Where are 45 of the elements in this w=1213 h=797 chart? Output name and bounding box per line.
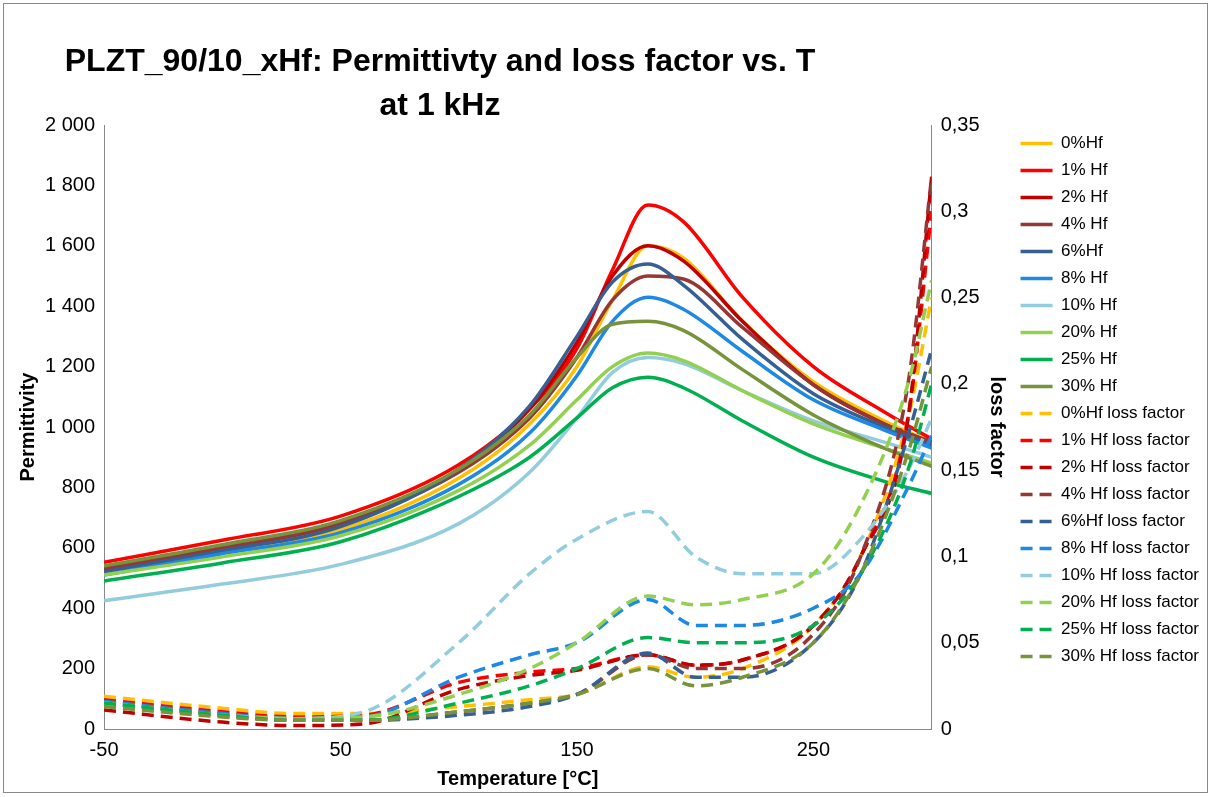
y2-tick-label: 0,25: [940, 285, 980, 308]
legend-label: 2% Hf: [1061, 187, 1108, 207]
y-tick-label: 1 800: [44, 172, 96, 195]
legend-label: 25% Hf: [1061, 349, 1118, 369]
legend-label: 6%Hf: [1061, 241, 1103, 261]
legend-label: 0%Hf: [1061, 133, 1103, 153]
legend-label: 4% Hf: [1061, 214, 1108, 234]
y-tick-label: 800: [61, 474, 96, 497]
x-tick-label: 150: [560, 737, 594, 760]
legend-label: 20% Hf loss factor: [1061, 592, 1200, 612]
legend-label: 25% Hf loss factor: [1061, 619, 1200, 639]
y-tick-label: 1 600: [44, 233, 96, 256]
y2-tick-label: 0,15: [940, 457, 980, 480]
y2-tick-label: 0,3: [940, 198, 969, 221]
legend-label: 8% Hf loss factor: [1061, 538, 1190, 558]
y2-tick-label: 0,1: [940, 543, 969, 566]
x-tick-label: 250: [796, 737, 831, 760]
y-tick-label: 400: [61, 595, 96, 618]
y2-tick-label: 0,2: [940, 371, 969, 394]
legend-label: 1% Hf loss factor: [1061, 430, 1190, 450]
x-tick-label: 50: [329, 737, 352, 760]
legend-label: 8% Hf: [1061, 268, 1108, 288]
legend-label: 6%Hf loss factor: [1061, 511, 1186, 531]
y-tick-label: 1 200: [44, 354, 96, 377]
x-tick-label: -50: [89, 737, 119, 760]
legend-label: 2% Hf loss factor: [1061, 457, 1190, 477]
legend-label: 1% Hf: [1061, 160, 1108, 180]
y-tick-label: 1 400: [44, 293, 96, 316]
legend-label: 4% Hf loss factor: [1061, 484, 1190, 504]
y-tick-label: 1 000: [44, 414, 96, 437]
y-axis-title: Permittivity: [15, 371, 38, 482]
legend-label: 30% Hf: [1061, 376, 1118, 396]
legend-label: 30% Hf loss factor: [1061, 646, 1200, 666]
y-tick-label: 200: [61, 656, 96, 679]
y2-tick-label: 0,35: [940, 112, 980, 135]
y2-tick-label: 0,05: [940, 630, 980, 653]
x-axis-title: Temperature [°C]: [437, 766, 599, 789]
legend-label: 10% Hf loss factor: [1061, 565, 1200, 585]
y2-axis-title: loss factor: [987, 376, 1010, 478]
y-tick-label: 0: [83, 716, 96, 739]
legend-label: 0%Hf loss factor: [1061, 403, 1186, 423]
legend-label: 10% Hf: [1061, 295, 1118, 315]
legend-label: 20% Hf: [1061, 322, 1118, 342]
y2-tick-label: 0: [940, 716, 952, 739]
y-tick-label: 600: [61, 535, 96, 558]
